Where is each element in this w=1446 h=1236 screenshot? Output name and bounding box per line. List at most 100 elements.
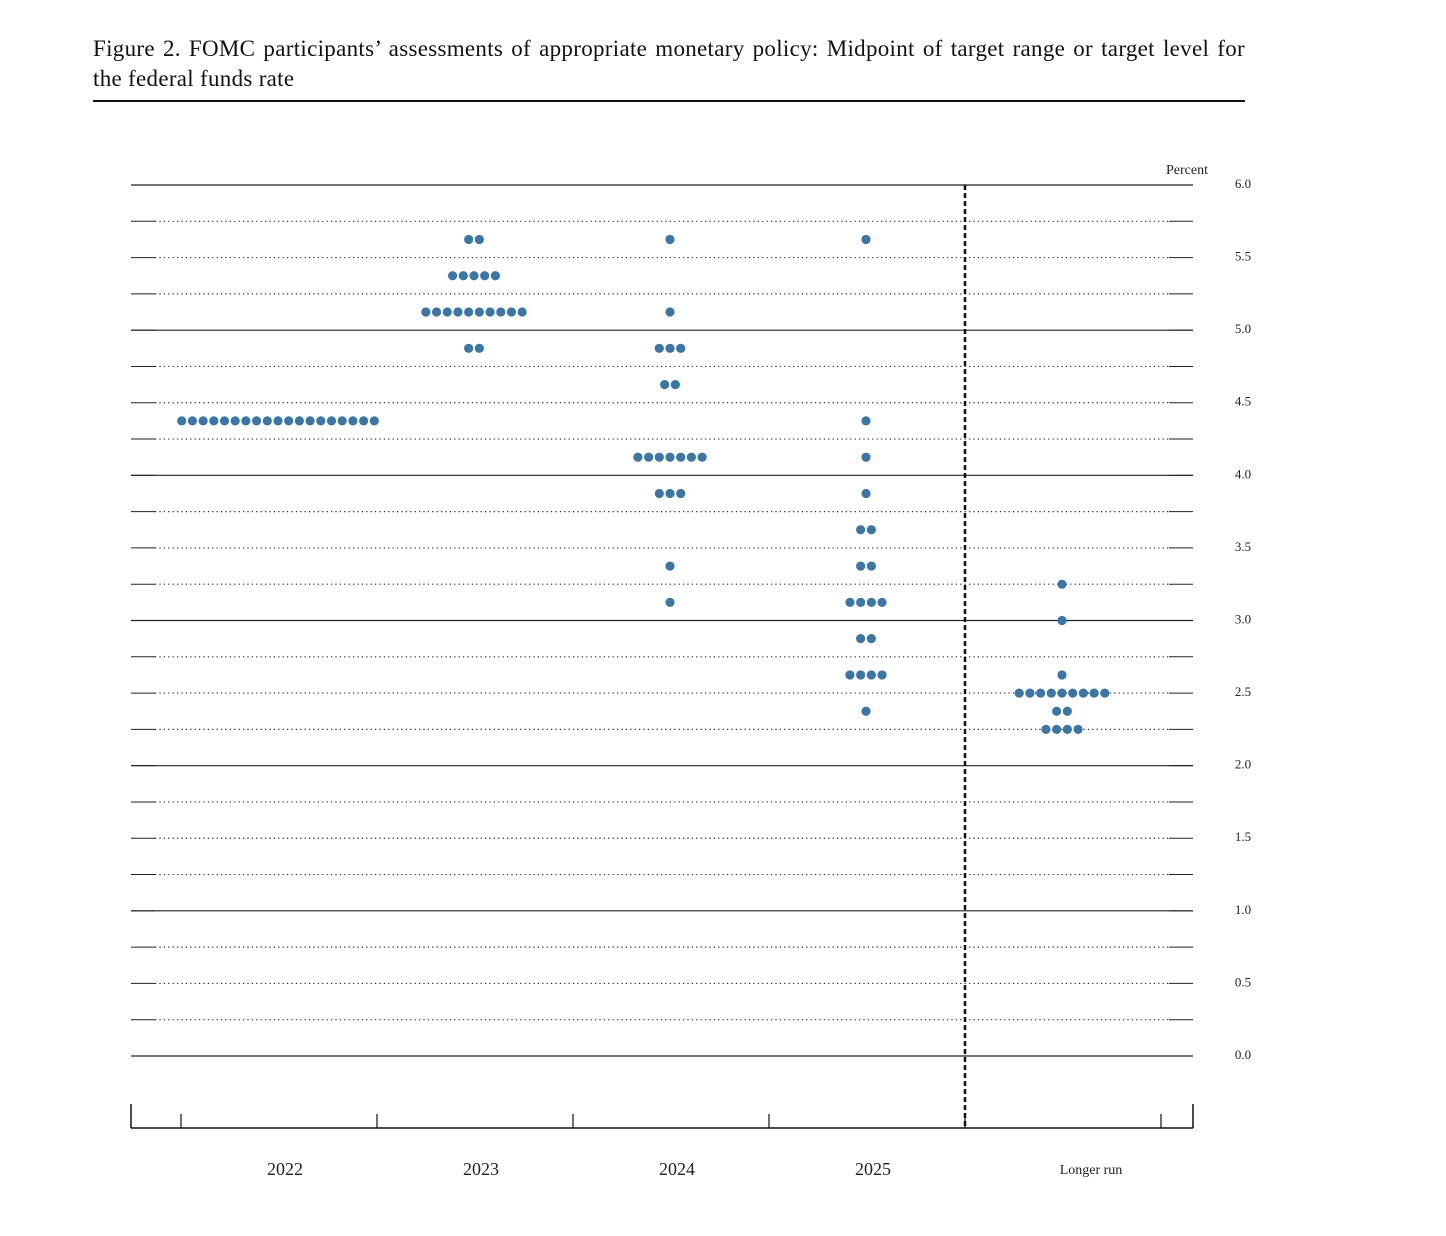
y-tick-label: 4.0 [1235, 466, 1251, 481]
dot [1057, 615, 1067, 626]
y-tick-label: 5.0 [1235, 321, 1251, 336]
dot [676, 488, 686, 499]
dot [1078, 688, 1088, 698]
y-tick-label: 2.0 [1235, 757, 1251, 772]
dot [326, 416, 337, 426]
dot [861, 452, 871, 462]
dot [654, 343, 664, 353]
dot [665, 307, 675, 317]
dot [861, 416, 871, 426]
dot [1100, 688, 1110, 698]
dot [294, 416, 304, 426]
dot [273, 416, 283, 426]
dot [469, 271, 479, 281]
x-tick-label: 2023 [463, 1159, 499, 1179]
dot [1052, 706, 1062, 716]
dot [861, 706, 871, 716]
dot [856, 670, 866, 680]
dot [676, 343, 686, 353]
dot [1073, 724, 1083, 734]
x-tick-label: 2025 [855, 1159, 891, 1179]
y-axis-label: Percent [1166, 163, 1208, 178]
dot [496, 307, 506, 317]
y-tick-label: 0.0 [1235, 1047, 1251, 1062]
y-tick-label: 3.5 [1235, 539, 1251, 554]
dot [665, 343, 675, 353]
dot [209, 416, 219, 426]
dot [861, 234, 871, 245]
dot [305, 416, 315, 426]
dot [1062, 706, 1072, 716]
dot [1062, 724, 1072, 734]
dot [1014, 688, 1024, 698]
dot [1057, 579, 1067, 589]
dot [284, 416, 294, 426]
dot [474, 343, 484, 353]
dot [1046, 688, 1056, 698]
dot [686, 452, 697, 462]
dot [421, 307, 431, 317]
dot [856, 634, 866, 644]
dot [866, 525, 876, 535]
y-tick-label: 3.0 [1235, 611, 1251, 626]
dot [464, 234, 474, 245]
dot [490, 271, 500, 281]
dot [856, 525, 866, 535]
chart-title: Figure 2. FOMC participants’ assessments… [93, 34, 1245, 102]
dot [458, 271, 468, 281]
y-tick-label: 4.5 [1235, 394, 1251, 409]
dot [670, 380, 680, 390]
dot [866, 561, 876, 571]
dot [665, 597, 675, 607]
dot [464, 307, 474, 317]
dot [187, 416, 197, 426]
dot [665, 452, 675, 462]
dot [1025, 688, 1035, 698]
dot [654, 452, 664, 462]
dot [845, 597, 855, 607]
y-tick-label: 6.0 [1235, 176, 1251, 191]
dot [856, 597, 866, 607]
dot [474, 234, 484, 245]
dot [856, 561, 866, 571]
dot [464, 343, 474, 353]
dot [241, 416, 251, 426]
dot [1052, 724, 1062, 734]
dot [448, 271, 458, 281]
dot [665, 561, 675, 571]
dot [442, 307, 452, 317]
dot [219, 416, 230, 426]
dot [1089, 688, 1099, 698]
dot [230, 416, 240, 426]
dot [1036, 688, 1046, 698]
dot [262, 416, 272, 426]
dot [877, 670, 887, 680]
dot [665, 488, 675, 499]
dot [1068, 688, 1078, 698]
dot [177, 416, 187, 426]
x-tick-label: 2022 [267, 1159, 303, 1179]
dot [1057, 670, 1067, 680]
dot [877, 597, 887, 607]
dot [866, 597, 876, 607]
dot [252, 416, 262, 426]
dot [866, 670, 876, 680]
dot [861, 488, 871, 499]
dot [660, 380, 670, 390]
dot [480, 271, 490, 281]
dot [431, 307, 442, 317]
dot [369, 416, 379, 426]
dot [633, 452, 643, 462]
y-tick-label: 1.0 [1235, 902, 1251, 917]
x-tick-label: Longer run [1060, 1163, 1123, 1178]
dot [1041, 724, 1051, 734]
dot [474, 307, 484, 317]
dot [845, 670, 855, 680]
dot [337, 416, 347, 426]
dot [517, 307, 527, 317]
dot [348, 416, 358, 426]
dot [676, 452, 686, 462]
dot [1057, 688, 1067, 698]
dot [198, 416, 208, 426]
